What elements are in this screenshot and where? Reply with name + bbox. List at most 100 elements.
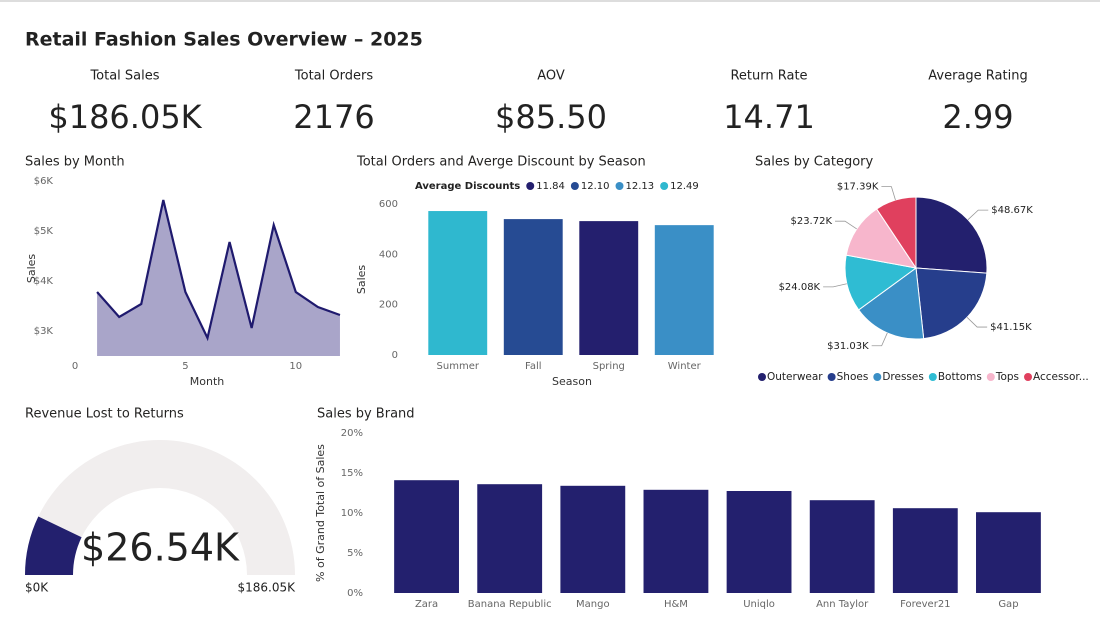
bar [809, 500, 875, 593]
data-label: $23.72K [790, 216, 832, 227]
bar [477, 484, 543, 593]
area [97, 200, 340, 356]
legend-label: 12.10 [581, 181, 610, 192]
y-tick-label: 0% [347, 588, 363, 599]
x-tick-label: Banana Republic [468, 599, 552, 610]
pie-slice [915, 196, 988, 274]
legend-label: 12.49 [670, 181, 699, 192]
legend-marker [827, 373, 836, 381]
kpi-label: AOV [537, 69, 565, 84]
y-tick-label: 5% [347, 548, 363, 559]
x-tick-label: 5 [182, 361, 188, 372]
bar [503, 219, 563, 355]
legend-label: Accessor... [1033, 371, 1089, 383]
leader-line [966, 317, 988, 328]
y-tick-label: $6K [34, 176, 54, 187]
kpi-value: 2176 [293, 98, 374, 136]
bar [579, 221, 639, 355]
x-tick-label: 0 [72, 361, 78, 372]
x-axis-label: Month [190, 375, 225, 388]
legend-marker [526, 182, 535, 190]
page-title: Retail Fashion Sales Overview – 2025 [25, 29, 423, 51]
leader-line [823, 283, 847, 288]
kpi-label: Total Sales [89, 69, 159, 84]
pie-slice [844, 254, 918, 311]
y-axis-label: % of Grand Total of Sales [314, 444, 327, 582]
bar [643, 489, 709, 593]
y-tick-label: 400 [379, 249, 398, 260]
chart-title: Sales by Month [25, 155, 125, 170]
y-tick-label: 10% [341, 508, 363, 519]
x-tick-label: Winter [668, 361, 702, 372]
kpi-value: $186.05K [48, 98, 202, 136]
gauge-value-label: $26.54K [81, 526, 240, 570]
data-label: $24.08K [779, 282, 821, 293]
data-label: $31.03K [827, 341, 869, 352]
x-tick-label: Ann Taylor [816, 599, 869, 610]
bar [394, 480, 459, 593]
legend-label: 11.84 [536, 181, 565, 192]
leader-line [967, 209, 989, 220]
x-tick-label: Gap [998, 599, 1018, 610]
y-tick-label: 600 [379, 199, 398, 210]
y-axis-label: Sales [355, 265, 368, 295]
x-axis-label: Season [552, 375, 592, 388]
bar [428, 211, 488, 355]
legend-label: Dresses [882, 371, 924, 383]
x-tick-label: Zara [415, 599, 438, 610]
chart-title: Sales by Category [755, 155, 874, 170]
legend-label: Shoes [837, 371, 869, 383]
legend-marker [570, 182, 579, 190]
data-label: $17.39K [837, 182, 879, 193]
y-tick-label: 200 [379, 300, 398, 311]
gauge-track [25, 440, 295, 575]
y-tick-label: 0 [392, 350, 398, 361]
legend-title: Average Discounts [415, 181, 520, 192]
y-tick-label: $4K [34, 276, 54, 287]
pie-slice [845, 208, 918, 269]
leader-line [835, 220, 857, 230]
kpi-value: 14.71 [723, 98, 815, 136]
leader-line [881, 186, 896, 201]
x-tick-label: Summer [437, 361, 480, 372]
y-tick-label: $3K [34, 326, 54, 337]
chart-title: Total Orders and Averge Discount by Seas… [356, 155, 646, 170]
data-label: $41.15K [990, 322, 1032, 333]
legend-marker [758, 373, 766, 381]
leader-line [871, 332, 888, 347]
y-tick-label: 20% [341, 428, 363, 439]
gauge-min-label: $0K [25, 581, 49, 595]
kpi-label: Average Rating [928, 69, 1027, 84]
x-tick-label: 10 [289, 361, 302, 372]
chart-title: Sales by Brand [317, 407, 415, 422]
pie-slice [915, 267, 988, 340]
gauge-max-label: $186.05K [238, 581, 297, 595]
legend-marker [928, 373, 937, 381]
legend-marker [660, 182, 669, 190]
legend-marker [615, 182, 624, 190]
legend-marker [986, 373, 995, 381]
legend-label: 12.13 [626, 181, 655, 192]
x-tick-label: H&M [664, 599, 688, 610]
x-tick-label: Forever21 [900, 599, 950, 610]
data-label: $48.67K [991, 205, 1033, 216]
y-axis-label: Sales [25, 254, 38, 284]
bar [892, 508, 958, 593]
legend-marker [1024, 373, 1033, 381]
x-tick-label: Mango [576, 599, 610, 610]
bar [976, 512, 1041, 593]
legend-label: Outerwear [767, 371, 823, 383]
kpi-label: Return Rate [730, 69, 807, 84]
pie-slice [857, 267, 925, 340]
x-tick-label: Spring [593, 361, 625, 372]
y-tick-label: 15% [341, 468, 363, 479]
chart-title: Revenue Lost to Returns [25, 407, 184, 422]
bar [654, 225, 714, 355]
x-tick-label: Uniqlo [743, 599, 775, 610]
bar [726, 491, 792, 593]
kpi-value: 2.99 [942, 98, 1013, 136]
bar [560, 485, 626, 593]
legend-label: Bottoms [938, 371, 982, 383]
